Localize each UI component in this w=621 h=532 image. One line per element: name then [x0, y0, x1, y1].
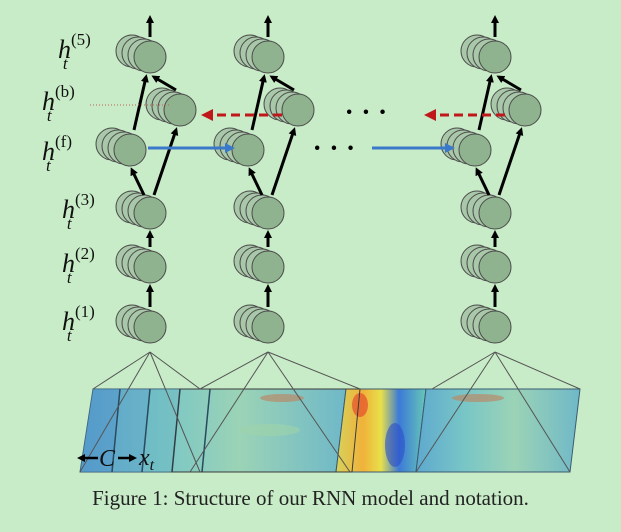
neuron-h5-col1	[115, 34, 167, 74]
layer-labels: h(5) t h(b) t h(f) t h(3) t h(2) t h(1) t	[42, 30, 95, 345]
ellipsis-mid: · · ·	[313, 133, 355, 162]
neuron-h5-col3	[460, 34, 512, 74]
rnn-structure-diagram: · · · · · · h(5) t h(b) t h(f) t h(3) t h(2)…	[42, 15, 581, 474]
neuron-hf-col3	[440, 127, 492, 167]
neuron-h2-col1	[115, 244, 167, 284]
connection-arrows	[130, 15, 524, 307]
neuron-h2-col3	[460, 244, 512, 284]
label-hf: h(f) t	[42, 132, 72, 175]
neuron-hf-col1	[95, 127, 147, 167]
input-connections	[79, 351, 581, 473]
neuron-h3-col3	[460, 190, 512, 230]
arrow-h3-hf-col1	[130, 167, 146, 196]
label-h2: h(2) t	[62, 244, 95, 287]
neuron-h3-col2	[233, 190, 285, 230]
neuron-hb-col1	[145, 87, 197, 127]
arrow-h3-hb-col3	[497, 127, 524, 196]
label-c: C	[99, 446, 116, 472]
label-hb: h(b) t	[42, 82, 75, 125]
neuron-h3-col1	[115, 190, 167, 230]
spectrogram-input	[79, 388, 581, 473]
arrow-h3-hb-col2	[270, 127, 297, 196]
ellipsis-top: · · ·	[345, 97, 387, 126]
label-xt: xt	[138, 445, 155, 474]
frame-annotation: C xt	[77, 445, 155, 474]
figure-caption: Figure 1: Structure of our RNN model and…	[92, 486, 529, 510]
arrow-h3-hf-col2	[248, 167, 264, 196]
label-h3: h(3) t	[62, 190, 95, 233]
neuron-h2-col2	[233, 244, 285, 284]
arrow-hb-h5-col3	[496, 75, 522, 92]
arrow-hb-h5-col2	[269, 75, 295, 92]
neuron-hb-col2	[263, 87, 315, 127]
arrow-hb-h5-col1	[151, 75, 177, 92]
arrow-h3-hb-col1	[152, 127, 179, 196]
label-h5: h(5) t	[58, 30, 91, 73]
arrow-h3-hf-col3	[475, 167, 491, 196]
neuron-h1-col3	[460, 304, 512, 344]
neuron-hb-col3	[490, 87, 542, 127]
label-h1: h(1) t	[62, 302, 95, 345]
arrow-hf-h5-col2	[250, 74, 267, 131]
neuron-h5-col2	[233, 34, 285, 74]
arrow-hf-h5-col3	[477, 74, 494, 131]
neuron-layers	[95, 34, 542, 344]
arrow-hf-h5-col1	[132, 74, 149, 131]
neuron-h1-col2	[233, 304, 285, 344]
neuron-h1-col1	[115, 304, 167, 344]
